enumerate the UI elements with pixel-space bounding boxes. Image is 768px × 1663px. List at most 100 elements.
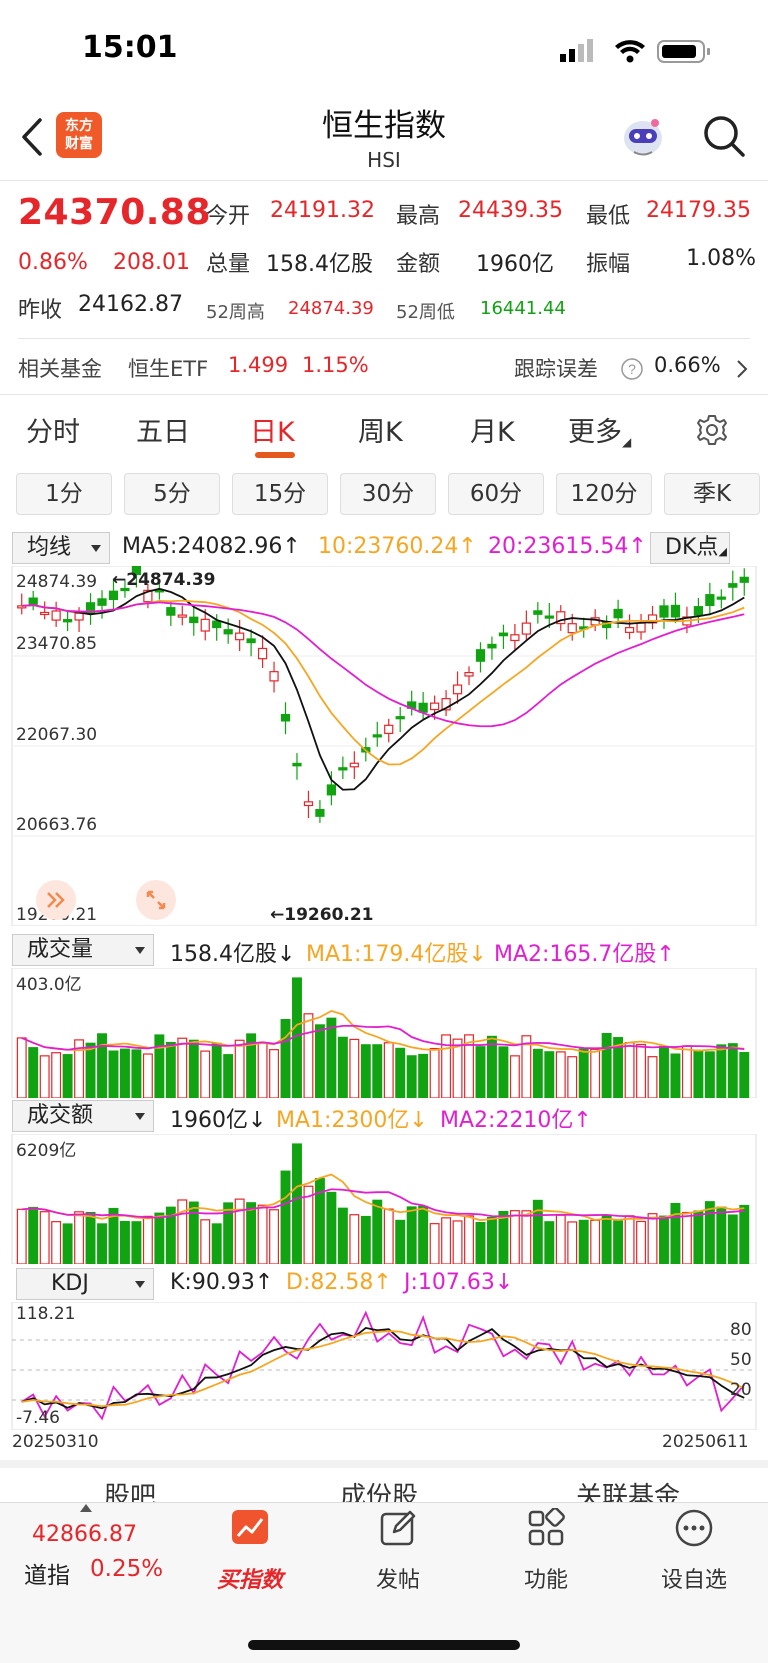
minute-button-30[interactable]: 30分 [340,473,436,515]
volume-bar [418,1205,429,1264]
amount-value: 1960亿 [476,252,554,277]
app-logo[interactable]: 东方 财富 [56,112,102,158]
volume-bar [211,1223,222,1264]
volume-bar [624,1042,635,1098]
volume-bar [349,1038,360,1098]
amount-chart[interactable] [0,1134,768,1264]
nav-post[interactable]: 发帖 [348,1508,448,1594]
volume-bar [429,1223,440,1264]
volume-bar [716,1044,727,1098]
volume-bar [670,1053,681,1098]
robot-assistant-icon[interactable] [620,114,666,160]
candlestick-chart[interactable] [0,566,768,926]
volume-bar [28,1047,39,1098]
volume-bar [119,1220,130,1264]
kdj-selector[interactable]: KDJ [16,1268,154,1300]
candle-body [269,671,279,682]
volume-ma1-line [21,1009,745,1053]
amount-selector[interactable]: 成交额 [12,1100,154,1132]
volume-bar [647,1056,658,1098]
search-icon[interactable] [700,112,748,160]
volume-bar [349,1214,360,1264]
ma20-line [21,601,745,728]
minute-button-1[interactable]: 1分 [16,473,112,515]
volume-bar [303,1185,314,1264]
volume-bar [544,1221,555,1264]
volume-bar [532,1048,543,1098]
tab-weekly-k[interactable]: 周K [358,417,403,448]
fund-divider [0,394,768,395]
candle-body [257,647,268,660]
kdj-selector-label: KDJ [51,1271,89,1296]
ticker-percent[interactable]: 0.25% [90,1556,164,1582]
expand-arrows-icon [146,890,166,910]
volume-bar [624,1215,635,1264]
minute-button-60[interactable]: 60分 [448,473,544,515]
tab-five-day[interactable]: 五日 [136,417,190,448]
volume-bar [372,1199,383,1264]
chevron-right-icon[interactable] [734,358,750,380]
kdj-j: J:107.63↓ [404,1270,514,1295]
bottom-nav [0,1502,768,1663]
high-marker: ←24874.39 [112,570,216,590]
volume-bar [475,1046,486,1098]
nav-add-watchlist[interactable]: 设自选 [644,1508,744,1594]
ticker-caret-icon[interactable] [80,1504,92,1512]
candle-body [223,629,233,635]
tab-monthly-k[interactable]: 月K [470,417,515,448]
candle-body [166,607,176,616]
candle-body [120,587,130,592]
volume-bar [269,1049,280,1098]
volume-bar [223,1054,234,1098]
help-icon[interactable]: ? [620,357,644,381]
volume-bar [131,1049,142,1098]
fullscreen-button[interactable] [136,880,176,920]
volume-chart[interactable] [0,968,768,1098]
expand-left-button[interactable] [36,880,76,920]
volume-bar [97,1223,107,1264]
tab-more[interactable]: 更多◢ [568,410,631,449]
ma5-line [21,587,745,791]
volume-bar [74,1039,85,1098]
minute-button-15[interactable]: 15分 [232,473,328,515]
candle-body [189,616,199,624]
candle-body [292,762,302,767]
kdj-max-label: 118.21 [16,1304,76,1324]
prev-close-label: 昨收 [18,298,63,323]
ticker-name[interactable]: 道指 [24,1563,70,1589]
gear-icon[interactable] [694,412,730,448]
dk-selector[interactable]: DK点 ◢ [650,532,730,564]
volume-selector[interactable]: 成交量 [12,934,154,966]
volume-bar [211,1042,222,1098]
volume-bar [670,1202,681,1264]
fund-name[interactable]: 恒生ETF [128,357,209,381]
volume-bar [39,1055,50,1098]
minute-button-5[interactable]: 5分 [124,473,220,515]
volume-bar [567,1221,578,1264]
y-label-4: 20663.76 [16,815,98,835]
minute-button-quarter[interactable]: 季K [664,473,760,515]
minute-button-120[interactable]: 120分 [556,473,652,515]
back-button[interactable] [14,112,50,162]
volume-bar [280,1170,291,1264]
battery-icon [657,40,710,63]
volume-bar [395,1219,406,1264]
page-subtitle: HSI [367,148,401,172]
tab-intraday[interactable]: 分时 [26,417,80,448]
nav-buy-index[interactable]: 买指数 [200,1508,300,1594]
volume-bar [704,1051,715,1098]
dropdown-arrow-icon [135,1113,145,1120]
ticker-value[interactable]: 42866.87 [32,1522,137,1547]
kdj-chart[interactable] [0,1302,768,1430]
ma-selector[interactable]: 均线 [12,532,110,564]
high-label: 最高 [396,204,441,229]
volume-bar [360,1044,371,1098]
candle-body [636,622,646,633]
candle-body [429,702,440,711]
candle-body [177,614,187,618]
candle-body [338,767,348,771]
nav-functions[interactable]: 功能 [496,1507,596,1594]
volume-bar [326,1191,337,1264]
volume-bar [234,1039,245,1098]
tab-daily-k[interactable]: 日K [250,417,295,448]
